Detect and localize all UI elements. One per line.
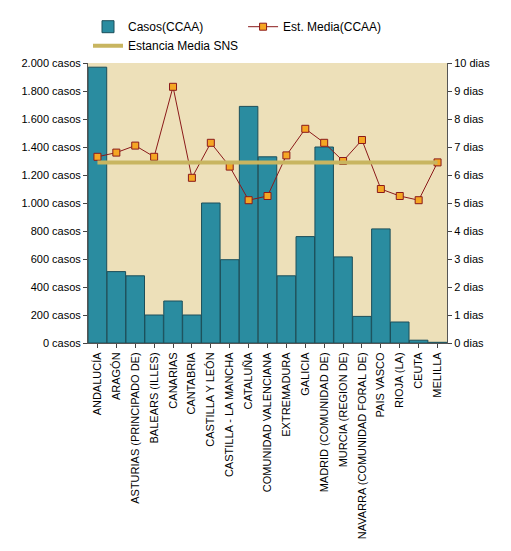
svg-text:RIOJA (LA): RIOJA (LA) <box>393 352 405 408</box>
svg-text:COMUNIDAD VALENCIANA: COMUNIDAD VALENCIANA <box>261 352 273 492</box>
svg-text:EXTREMADURA: EXTREMADURA <box>280 352 292 437</box>
svg-text:400 casos: 400 casos <box>31 281 82 293</box>
svg-text:4 dias: 4 dias <box>454 225 484 237</box>
svg-text:CATALUÑA: CATALUÑA <box>242 352 254 410</box>
svg-text:Casos(CCAA): Casos(CCAA) <box>128 20 203 34</box>
svg-text:5 dias: 5 dias <box>454 197 484 209</box>
svg-text:9 dias: 9 dias <box>454 85 484 97</box>
svg-text:ASTURIAS (PRINCIPADO DE): ASTURIAS (PRINCIPADO DE) <box>129 352 141 503</box>
svg-text:CEUTA: CEUTA <box>412 352 424 389</box>
svg-text:MURCIA (REGION DE): MURCIA (REGION DE) <box>337 352 349 467</box>
svg-text:2 dias: 2 dias <box>454 281 484 293</box>
svg-text:2.000 casos: 2.000 casos <box>21 57 81 69</box>
svg-text:CANARIAS: CANARIAS <box>167 352 179 408</box>
svg-text:Estancia Media SNS: Estancia Media SNS <box>128 39 238 53</box>
svg-text:7 dias: 7 dias <box>454 141 484 153</box>
svg-text:CASTILLA - LA MANCHA: CASTILLA - LA MANCHA <box>223 352 235 477</box>
svg-text:CASTILLA Y LEÓN: CASTILLA Y LEÓN <box>204 352 216 446</box>
svg-text:600 casos: 600 casos <box>31 253 82 265</box>
svg-text:3 dias: 3 dias <box>454 253 484 265</box>
svg-text:8 dias: 8 dias <box>454 113 484 125</box>
svg-text:ARAGÓN: ARAGÓN <box>110 352 122 400</box>
svg-text:BALEARS (ILLES): BALEARS (ILLES) <box>148 352 160 443</box>
svg-text:PAIS VASCO: PAIS VASCO <box>374 352 386 417</box>
svg-text:MELILLA: MELILLA <box>431 352 443 398</box>
svg-text:1.200 casos: 1.200 casos <box>21 169 81 181</box>
svg-text:1.000 casos: 1.000 casos <box>21 197 81 209</box>
svg-text:CANTABRIA: CANTABRIA <box>185 352 197 415</box>
svg-text:200 casos: 200 casos <box>31 309 82 321</box>
svg-text:GALICIA: GALICIA <box>299 352 311 396</box>
svg-text:ANDALUCÍA: ANDALUCÍA <box>91 352 103 416</box>
svg-text:0 dias: 0 dias <box>454 337 484 349</box>
svg-text:MADRID (COMUNIDAD DE): MADRID (COMUNIDAD DE) <box>318 352 330 492</box>
svg-text:800 casos: 800 casos <box>31 225 82 237</box>
svg-text:NAVARRA (COMUNIDAD FORAL DE): NAVARRA (COMUNIDAD FORAL DE) <box>356 352 368 539</box>
svg-text:6 dias: 6 dias <box>454 169 484 181</box>
svg-text:0 casos: 0 casos <box>43 337 81 349</box>
svg-text:1.400 casos: 1.400 casos <box>21 141 81 153</box>
svg-text:10 dias: 10 dias <box>454 57 490 69</box>
svg-text:1.800 casos: 1.800 casos <box>21 85 81 97</box>
svg-text:Est. Media(CCAA): Est. Media(CCAA) <box>283 20 381 34</box>
svg-text:1 dias: 1 dias <box>454 309 484 321</box>
svg-text:1.600 casos: 1.600 casos <box>21 113 81 125</box>
